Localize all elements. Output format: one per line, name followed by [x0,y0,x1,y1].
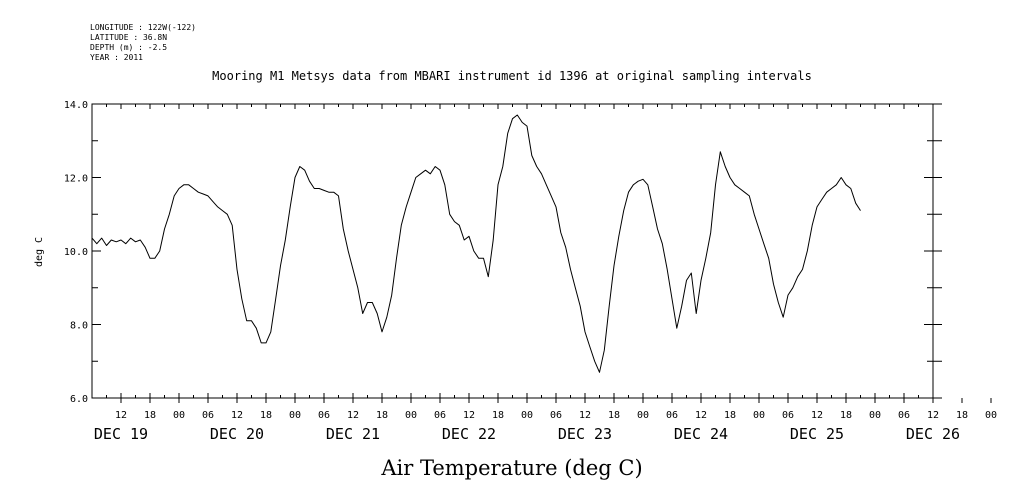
x-day-label: DEC 24 [674,425,728,443]
marks-group [91,114,861,373]
axes-group: 12 18 00 06 12 18 00 06 12 18 00 06 12 18 00 06 12 18 00 06… [64,100,997,443]
x-tick-label: 18 [724,410,736,421]
y-tick-label: 12.0 [64,174,88,185]
x-tick-label: 18 [608,410,620,421]
x-day-label: DEC 23 [558,425,612,443]
series-line [91,114,861,373]
x-axis-label: Air Temperature (deg C) [380,456,642,480]
x-tick-label: 18 [956,410,968,421]
x-tick-label: 12 [579,410,591,421]
x-day-label: DEC 20 [210,425,264,443]
x-tick-label: 06 [202,410,214,421]
x-day-label: DEC 21 [326,425,380,443]
x-tick-label: 00 [753,410,765,421]
x-tick-label: 00 [289,410,301,421]
x-tick-label: 12 [927,410,939,421]
x-tick-label: 18 [840,410,852,421]
x-tick-label: 06 [666,410,678,421]
y-tick-label: 6.0 [70,394,88,405]
x-day-label: DEC 22 [442,425,496,443]
x-tick-label: 12 [231,410,243,421]
x-tick-label: 00 [173,410,185,421]
depth-text: DEPTH (m) : -2.5 [90,43,167,52]
y-tick-label: 8.0 [70,321,88,332]
y-tick-label: 10.0 [64,247,88,258]
x-tick-label: 12 [115,410,127,421]
x-tick-label: 06 [898,410,910,421]
year-text: YEAR : 2011 [90,53,143,62]
y-tick-label: 14.0 [64,100,88,111]
x-tick-label: 06 [318,410,330,421]
latitude-text: LATITUDE : 36.8N [90,33,167,42]
x-tick-label: 00 [521,410,533,421]
x-tick-label: 18 [376,410,388,421]
x-tick-label: 00 [637,410,649,421]
x-tick-label: 18 [144,410,156,421]
x-tick-label: 06 [782,410,794,421]
longitude-text: LONGITUDE : 122W(-122) [90,23,196,32]
chart-title: Mooring M1 Metsys data from MBARI instru… [212,69,812,83]
x-tick-label: 12 [463,410,475,421]
x-tick-label: 00 [405,410,417,421]
x-tick-label: 06 [434,410,446,421]
y-axis-label: deg C [34,237,45,267]
x-tick-label: 12 [695,410,707,421]
x-tick-label: 18 [260,410,272,421]
x-tick-label: 12 [811,410,823,421]
x-day-label: DEC 19 [94,425,148,443]
x-tick-label: 18 [492,410,504,421]
x-tick-label: 00 [869,410,881,421]
x-tick-label: 00 [985,410,997,421]
x-day-label: DEC 26 [906,425,960,443]
x-tick-label: 12 [347,410,359,421]
x-tick-label: 06 [550,410,562,421]
x-day-label: DEC 25 [790,425,844,443]
